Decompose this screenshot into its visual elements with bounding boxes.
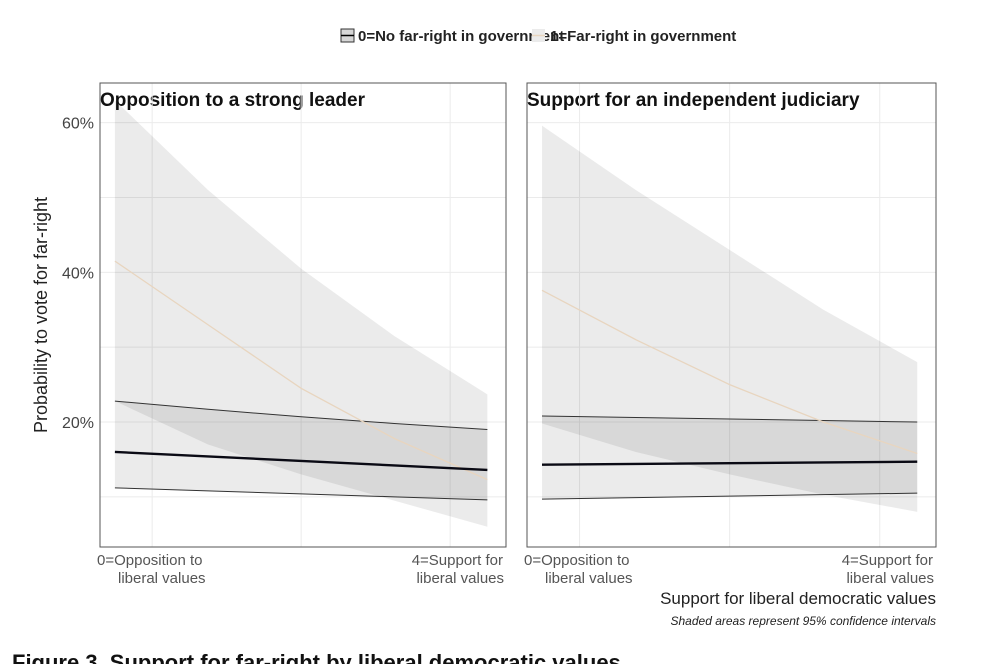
ci-ribbon-far-right <box>542 125 918 512</box>
legend-label-far-right: 1=Far-right in government <box>550 28 736 45</box>
panel-independent-judiciary: Support for an independent judiciary 0=O… <box>524 82 937 587</box>
line-far-right <box>114 260 488 481</box>
figure-caption: Figure 3. Support for far-right by liber… <box>12 648 912 664</box>
panel-border <box>99 82 507 548</box>
x-tick-label: 0=Opposition to liberal values <box>97 552 206 587</box>
x-tick-label: 0=Opposition to liberal values <box>524 552 633 587</box>
panel-strong-leader: Opposition to a strong leader 20% 40% 60% 0… <box>62 82 507 587</box>
line-no-far-right <box>541 460 918 466</box>
y-axis-title: Probability to vote for far-right <box>31 197 51 433</box>
ci-ribbon-no-far-right <box>542 416 918 500</box>
x-axis-title: Support for liberal democratic values <box>660 589 936 608</box>
x-tick-label: 4=Support for liberal values <box>842 552 934 587</box>
ci-ribbon-no-far-right <box>114 401 488 500</box>
y-tick-label: 40% <box>62 265 94 282</box>
ci-note: Shaded areas represent 95% confidence in… <box>671 614 937 628</box>
line-far-right <box>541 289 918 455</box>
panel-title: Support for an independent judiciary <box>527 90 860 111</box>
ci-lower-no-far-right <box>542 492 918 500</box>
line-no-far-right <box>114 450 488 472</box>
ci-upper-no-far-right <box>542 415 918 423</box>
legend-label-no-far-right: 0=No far-right in government <box>358 28 564 45</box>
figure-caption-text: Figure 3. Support for far-right by liber… <box>12 650 621 664</box>
ci-ribbon-far-right <box>114 100 488 527</box>
panel-title: Opposition to a strong leader <box>100 90 366 111</box>
x-tick-label: 4=Support for liberal values <box>412 552 504 587</box>
legend: 0=No far-right in government 1=Far-right… <box>340 28 736 45</box>
y-tick-label: 20% <box>62 415 94 432</box>
ci-upper-no-far-right <box>114 400 488 431</box>
ci-lower-no-far-right <box>114 487 488 501</box>
y-tick-label: 60% <box>62 116 94 133</box>
panel-border <box>526 82 937 548</box>
